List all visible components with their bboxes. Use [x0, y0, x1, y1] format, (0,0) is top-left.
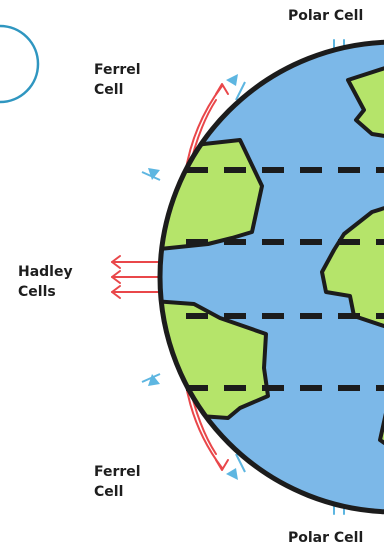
ferrel-cell-top-label: Ferrel Cell: [94, 60, 141, 100]
ferrel-bottom-line-2: Cell: [94, 484, 124, 500]
polar-cell-top-label: Polar Cell: [288, 8, 364, 24]
ferrel-bottom-line-1: Ferrel: [94, 464, 141, 480]
ferrel-cell-arrowheads: [148, 74, 238, 480]
hadley-cells-label: Hadley Cells: [18, 262, 73, 302]
ferrel-cell-bottom-label: Ferrel Cell: [94, 462, 141, 502]
ferrel-top-line-1: Ferrel: [94, 62, 141, 78]
land-mass-east: [320, 198, 384, 332]
ring-divider-top: [235, 81, 246, 101]
earth-globe: [157, 39, 384, 515]
hadley-line-2: Cells: [18, 284, 56, 300]
earth-outline: [157, 39, 384, 515]
partial-circle-decoration: [0, 24, 40, 104]
hadley-line-1: Hadley: [18, 264, 73, 280]
ring-divider-bottom: [235, 453, 246, 473]
ferrel-top-line-2: Cell: [94, 82, 124, 98]
land-mass-south-east: [378, 398, 384, 462]
land-mass-north-west: [160, 138, 264, 252]
land-mass-north-east: [346, 58, 384, 142]
polar-cell-bottom-label: Polar Cell: [288, 530, 364, 546]
